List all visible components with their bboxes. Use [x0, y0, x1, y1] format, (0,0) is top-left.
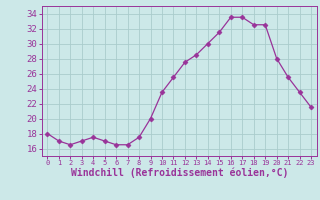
- X-axis label: Windchill (Refroidissement éolien,°C): Windchill (Refroidissement éolien,°C): [70, 168, 288, 178]
